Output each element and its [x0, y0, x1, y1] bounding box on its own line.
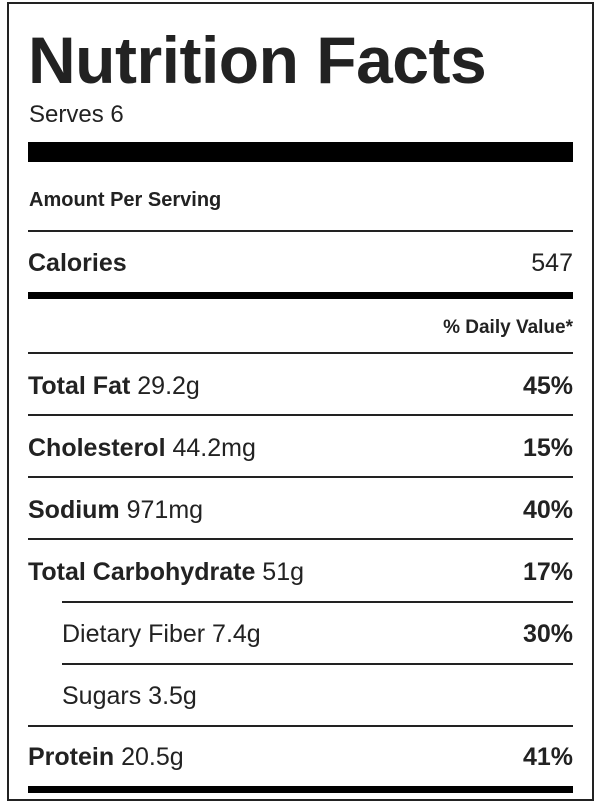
- nutrient-daily-value: 15%: [522, 434, 573, 462]
- amount-per-serving: Amount Per Serving: [29, 189, 222, 211]
- nutrition-label-inner: Nutrition Facts Serves 6 Amount Per Serv…: [28, 4, 573, 799]
- bottom-divider: [28, 786, 573, 793]
- nutrient-name: Total Fat 29.2g: [28, 372, 200, 400]
- nutrient-row-total-carbohydrate: Total Carbohydrate 51g 17%: [28, 552, 573, 592]
- daily-value-header: % Daily Value*: [443, 317, 573, 338]
- divider: [28, 725, 573, 727]
- nutrient-name: Total Carbohydrate 51g: [28, 558, 305, 586]
- nutrient-daily-value: 30%: [522, 620, 573, 648]
- nutrition-label: Nutrition Facts Serves 6 Amount Per Serv…: [7, 2, 594, 801]
- calories-row: Calories 547: [28, 243, 573, 283]
- nutrient-row-protein: Protein 20.5g 41%: [28, 737, 573, 777]
- divider: [28, 230, 573, 232]
- nutrient-row-cholesterol: Cholesterol 44.2mg 15%: [28, 428, 573, 468]
- indented-divider: [62, 663, 573, 665]
- nutrient-row-total-fat: Total Fat 29.2g 45%: [28, 366, 573, 406]
- nutrient-row-sodium: Sodium 971mg 40%: [28, 490, 573, 530]
- divider: [28, 414, 573, 416]
- divider: [28, 352, 573, 354]
- calories-label: Calories: [28, 249, 127, 277]
- nutrient-daily-value: 45%: [522, 372, 573, 400]
- thick-divider: [28, 142, 573, 162]
- nutrient-name: Sodium 971mg: [28, 496, 204, 524]
- calories-value: 547: [531, 249, 573, 277]
- nutrient-row-dietary-fiber: Dietary Fiber 7.4g 30%: [28, 614, 573, 654]
- servings-text: Serves 6: [29, 101, 124, 128]
- nutrient-daily-value: 41%: [522, 743, 573, 771]
- nutrient-name: Sugars 3.5g: [62, 682, 197, 710]
- divider: [28, 476, 573, 478]
- medium-divider: [28, 292, 573, 299]
- label-title: Nutrition Facts: [28, 23, 487, 97]
- nutrient-row-sugars: Sugars 3.5g: [28, 676, 573, 716]
- divider: [28, 538, 573, 540]
- nutrient-name: Dietary Fiber 7.4g: [62, 620, 261, 648]
- nutrient-daily-value: 40%: [522, 496, 573, 524]
- nutrient-daily-value: 17%: [522, 558, 573, 586]
- nutrient-name: Protein 20.5g: [28, 743, 184, 771]
- nutrient-name: Cholesterol 44.2mg: [28, 434, 256, 462]
- indented-divider: [62, 601, 573, 603]
